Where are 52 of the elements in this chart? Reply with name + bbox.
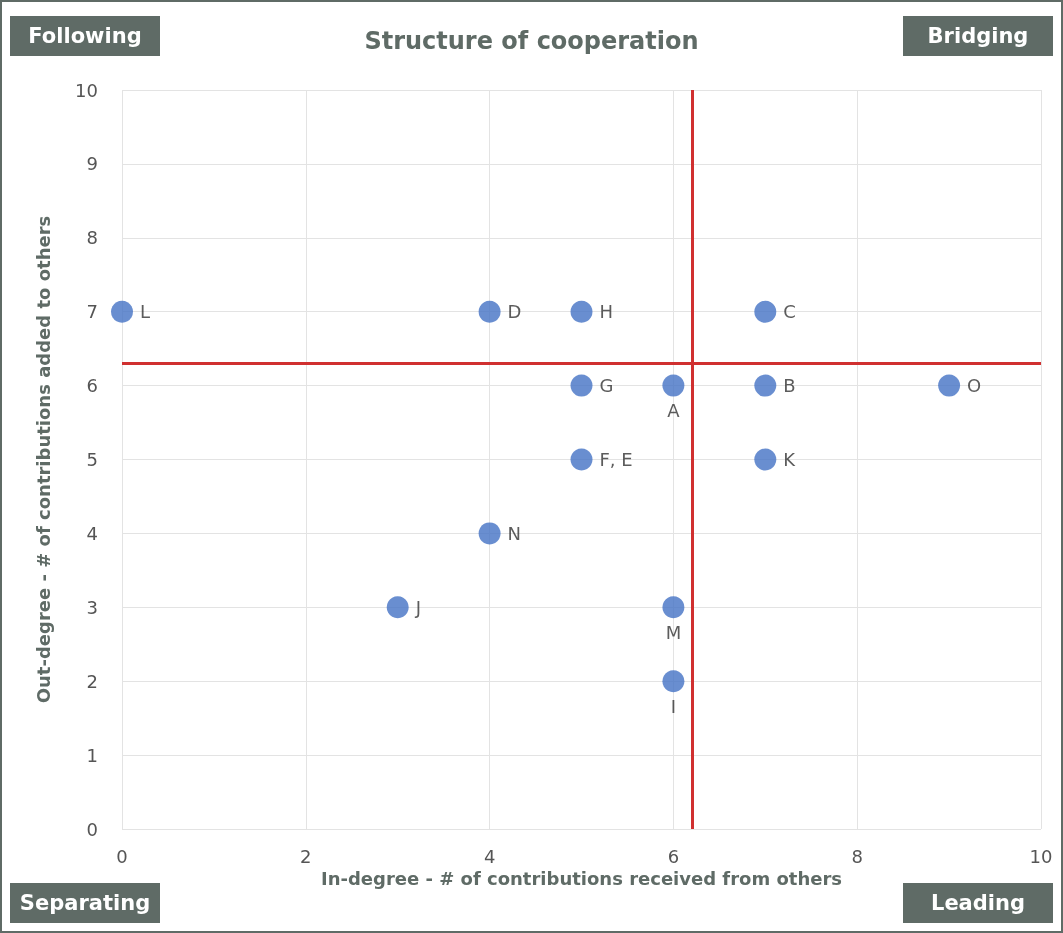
point — [754, 300, 777, 323]
annotation: L — [140, 301, 151, 323]
x-tick-label: 6 — [667, 845, 680, 867]
point — [478, 522, 501, 545]
y-tick-label: 5 — [86, 449, 98, 470]
annotation: G — [599, 375, 614, 397]
point — [570, 448, 593, 471]
annotation: N — [507, 522, 522, 544]
y-tick-label: 7 — [86, 301, 98, 323]
point — [478, 300, 501, 323]
point — [754, 448, 777, 471]
annotation: K — [783, 449, 797, 470]
point — [754, 374, 777, 397]
point — [662, 374, 685, 397]
point — [662, 596, 685, 619]
point — [111, 300, 133, 323]
text: Separating — [19, 891, 151, 915]
point — [662, 670, 685, 693]
chart-title: Structure of cooperation — [364, 27, 699, 55]
annotation: A — [667, 400, 681, 422]
y-tick-label: 9 — [86, 153, 98, 175]
point — [386, 596, 409, 619]
y-tick-label: 4 — [86, 522, 98, 544]
point — [570, 374, 593, 397]
annotation: B — [783, 375, 796, 397]
annotation: F, E — [599, 449, 633, 470]
y-tick-label: 2 — [86, 670, 98, 692]
annotation: M — [665, 621, 682, 643]
y-tick-label: 8 — [86, 227, 98, 249]
y-tick-label: 0 — [86, 818, 98, 840]
annotation: O — [967, 375, 982, 397]
text: Bridging — [927, 24, 1029, 48]
x-axis-title: In-degree - # of contributions received from others — [320, 868, 843, 890]
y-tick-label: 1 — [86, 744, 98, 766]
point — [938, 374, 961, 397]
y-tick-label: 10 — [75, 79, 98, 101]
annotation: I — [670, 695, 677, 717]
x-tick-label: 8 — [851, 845, 863, 867]
x-tick-label: 2 — [300, 845, 312, 867]
x-tick-label: 0 — [116, 845, 128, 867]
annotation: J — [414, 596, 422, 618]
x-tick-label: 4 — [483, 845, 496, 867]
y-tick-label: 3 — [86, 596, 98, 618]
x-tick-label: 10 — [1029, 845, 1053, 867]
y-axis-title: Out-degree - # of contributions added to others — [32, 215, 54, 704]
annotation: D — [507, 301, 522, 323]
y-tick-label: 6 — [86, 375, 98, 397]
text: Following — [28, 24, 142, 48]
text: Leading — [930, 891, 1026, 915]
annotation: H — [599, 301, 614, 323]
point — [570, 300, 593, 323]
annotation: C — [783, 301, 796, 323]
